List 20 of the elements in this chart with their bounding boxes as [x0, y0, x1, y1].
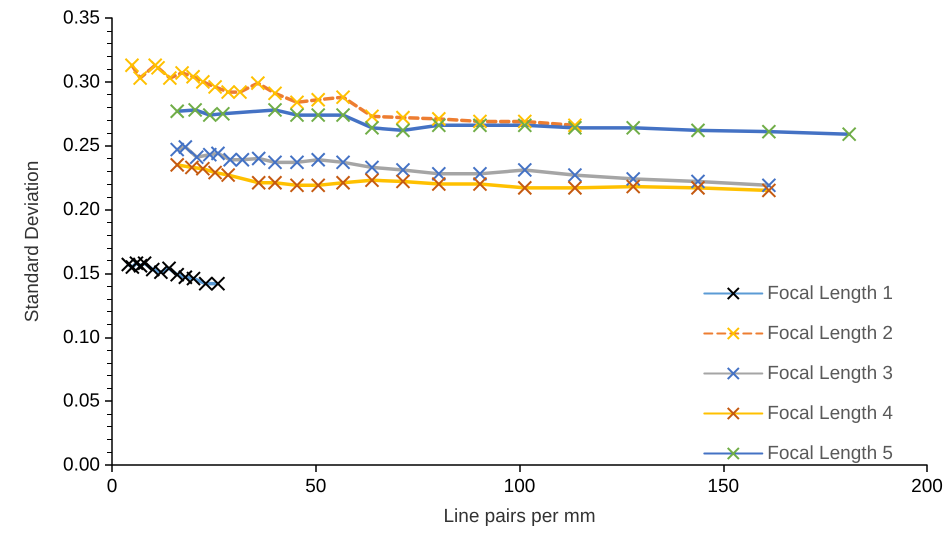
x-axis-title: Line pairs per mm	[443, 506, 596, 527]
y-tick-label: 0.25	[63, 135, 100, 156]
y-tick-label: 0.00	[63, 454, 100, 476]
x-tick-label: 0	[106, 476, 118, 497]
x-tick-label: 50	[305, 476, 326, 497]
x-tick-label: 100	[504, 476, 536, 497]
y-tick-label: 0.05	[63, 390, 100, 412]
y-axis-title: Standard Deviation	[22, 160, 43, 322]
legend-label: Focal Length 2	[767, 323, 894, 344]
legend-label: Focal Length 3	[767, 363, 894, 384]
y-tick-label: 0.10	[63, 326, 100, 348]
x-tick-label: 200	[911, 476, 943, 497]
legend-label: Focal Length 1	[767, 283, 894, 304]
legend-label: Focal Length 4	[767, 403, 894, 424]
legend-label: Focal Length 5	[767, 443, 894, 464]
x-tick-label: 150	[707, 476, 740, 497]
y-tick-label: 0.20	[63, 199, 100, 220]
y-tick-label: 0.35	[63, 8, 100, 28]
y-tick-label: 0.15	[63, 262, 100, 284]
y-tick-label: 0.30	[63, 71, 100, 92]
